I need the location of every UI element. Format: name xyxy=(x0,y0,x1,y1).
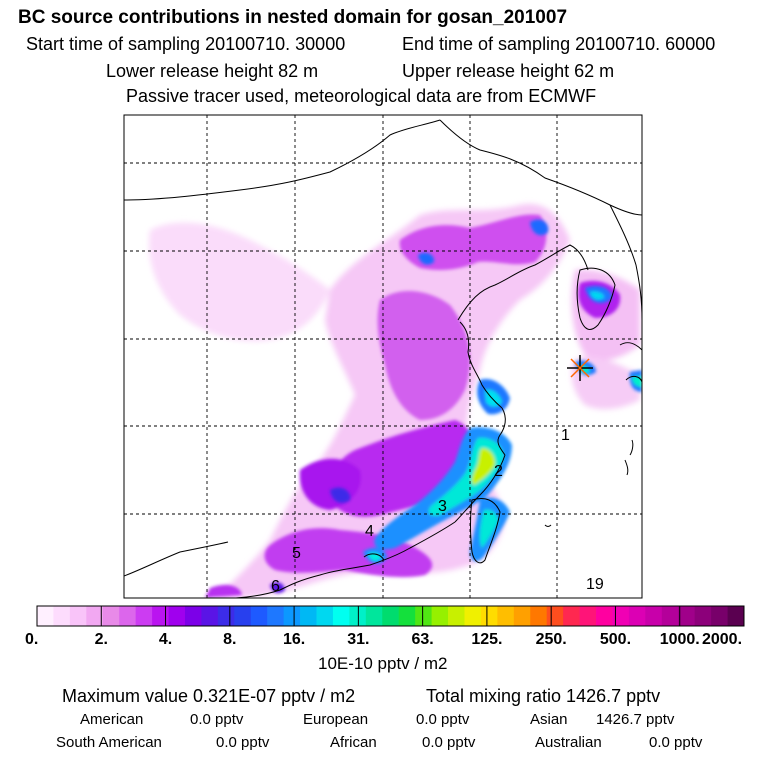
contribution-value-american: 0.0 pptv xyxy=(190,711,244,728)
colorbar-cell xyxy=(283,606,301,626)
plume-layer xyxy=(124,115,642,598)
contribution-value-asian: 1426.7 pptv xyxy=(596,711,675,728)
contribution-value-european: 0.0 pptv xyxy=(416,711,470,728)
colorbar-cell xyxy=(678,606,696,626)
colorbar-cell xyxy=(332,606,350,626)
region-label-2: 2 xyxy=(494,463,503,480)
max-value: Maximum value 0.321E-07 pptv / m2 xyxy=(62,686,356,706)
receptor-marker xyxy=(567,355,593,381)
colorbar-cell xyxy=(645,606,663,626)
colorbar-cell xyxy=(579,606,597,626)
plume-core xyxy=(270,219,642,593)
map-frame xyxy=(123,114,643,599)
colorbar-tick-label: 2. xyxy=(95,631,108,648)
colorbar-cell xyxy=(267,606,285,626)
total-mixing-ratio: Total mixing ratio 1426.7 pptv xyxy=(426,686,661,706)
colorbar-cell xyxy=(300,606,317,626)
lower-release-height-label: Lower release height 82 m xyxy=(106,61,319,81)
colorbar-cell xyxy=(201,606,219,626)
colorbar-tick-label: 250. xyxy=(536,631,567,648)
colorbar-ticks: 0. 2. 4. 8. 16. 31. 63. 125. 250. 500. 1000. 2000. xyxy=(25,606,742,648)
contribution-name-american: American xyxy=(80,711,144,728)
coastlines xyxy=(124,119,642,598)
contribution-name-australian: Australian xyxy=(535,734,602,751)
colorbar-cell xyxy=(250,606,268,626)
colorbar-tick-label: 31. xyxy=(347,631,369,648)
region-label-3: 3 xyxy=(438,498,447,515)
end-time-label: End time of sampling 20100710. 60000 xyxy=(402,34,716,54)
colorbar-cell xyxy=(546,606,564,626)
colorbar-tick-label: 8. xyxy=(223,631,236,648)
colorbar-cell xyxy=(530,606,548,626)
colorbar-cell xyxy=(382,606,400,626)
tracer-note: Passive tracer used, meteorological data… xyxy=(126,86,597,106)
colorbar-cell xyxy=(661,606,679,626)
colorbar-tick-label: 125. xyxy=(471,631,502,648)
colorbar-tick-label: 63. xyxy=(412,631,434,648)
colorbar-cell xyxy=(431,606,449,626)
colorbar-unit: 10E-10 pptv / m2 xyxy=(318,654,448,673)
upper-release-height-label: Upper release height 62 m xyxy=(402,61,615,81)
colorbar-cell xyxy=(86,606,104,626)
contribution-name-european: European xyxy=(303,711,369,728)
colorbar-tick-label: 500. xyxy=(600,631,631,648)
colorbar-tick-label: 4. xyxy=(159,631,172,648)
region-label-6: 6 xyxy=(271,578,280,595)
colorbar-cell xyxy=(37,606,54,626)
colorbar-cell xyxy=(217,606,235,626)
region-label-1: 1 xyxy=(561,427,570,444)
colorbar-tick-label: 16. xyxy=(283,631,305,648)
colorbar-cell xyxy=(316,606,334,626)
colorbar xyxy=(36,605,745,627)
contribution-name-african: African xyxy=(330,734,377,751)
colorbar-cell xyxy=(184,606,202,626)
colorbar-cell xyxy=(612,606,630,626)
colorbar-cell xyxy=(234,606,252,626)
colorbar-cell xyxy=(464,606,482,626)
colorbar-cell xyxy=(69,606,87,626)
region-label-19: 19 xyxy=(586,576,604,593)
colorbar-border xyxy=(36,605,745,627)
colorbar-cell xyxy=(102,606,120,626)
colorbar-tick-label: 2000. xyxy=(702,631,742,648)
colorbar-cell xyxy=(694,606,712,626)
colorbar-cell xyxy=(711,606,728,626)
colorbar-cell xyxy=(135,606,153,626)
colorbar-tick-label: 1000. xyxy=(660,631,700,648)
colorbar-cell xyxy=(365,606,383,626)
colorbar-cell xyxy=(53,606,71,626)
contribution-value-african: 0.0 pptv xyxy=(422,734,476,751)
colorbar-cell xyxy=(152,606,169,626)
region-label-5: 5 xyxy=(292,545,301,562)
colorbar-cell xyxy=(415,606,432,626)
chart-title: BC source contributions in nested domain… xyxy=(18,7,568,28)
contribution-value-south-american: 0.0 pptv xyxy=(216,734,270,751)
colorbar-cell xyxy=(628,606,646,626)
colorbar-cell xyxy=(497,606,515,626)
colorbar-cell xyxy=(119,606,137,626)
colorbar-cell xyxy=(168,606,186,626)
colorbar-cell xyxy=(727,606,745,626)
colorbar-cell xyxy=(513,606,531,626)
contribution-name-asian: Asian xyxy=(530,711,568,728)
colorbar-cell xyxy=(349,606,367,626)
contribution-name-south-american: South American xyxy=(56,734,162,751)
colorbar-cell xyxy=(563,606,580,626)
colorbar-cell xyxy=(398,606,416,626)
contribution-value-australian: 0.0 pptv xyxy=(649,734,703,751)
colorbar-cell xyxy=(596,606,613,626)
start-time-label: Start time of sampling 20100710. 30000 xyxy=(26,34,346,54)
colorbar-tick-label: 0. xyxy=(25,631,38,648)
colorbar-cell xyxy=(480,606,498,626)
region-label-4: 4 xyxy=(365,523,374,540)
colorbar-cell xyxy=(448,606,465,626)
gridlines xyxy=(124,115,642,598)
